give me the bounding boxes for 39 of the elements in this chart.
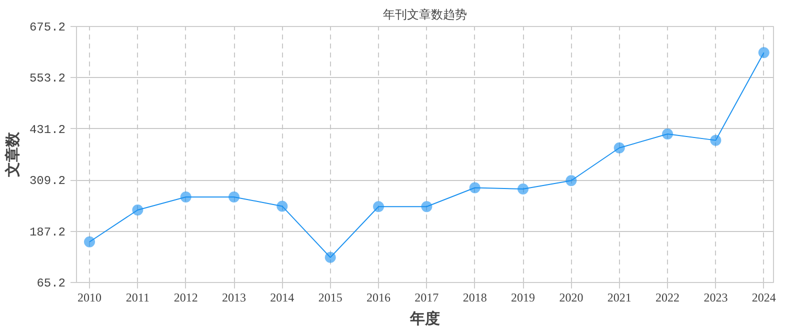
- x-tick-label: 2023: [704, 290, 728, 304]
- point: [84, 236, 96, 248]
- y-tick-label: 553.2: [29, 72, 66, 86]
- x-tick-label: 2014: [270, 290, 294, 304]
- point: [758, 47, 770, 58]
- x-tick-label: 2024: [752, 290, 776, 304]
- y-tick-label: 431.2: [29, 122, 66, 137]
- x-tick-label: 2019: [511, 290, 536, 304]
- x-tick-label: 2021: [607, 290, 632, 304]
- point: [228, 191, 240, 202]
- x-tick-label: 2017: [414, 290, 439, 304]
- point: [614, 142, 625, 154]
- point: [180, 191, 192, 202]
- x-tick-label: 2010: [78, 290, 102, 304]
- point: [421, 201, 432, 212]
- x-tick-label: 2022: [656, 290, 680, 304]
- y-tick-label: 65.2: [36, 276, 66, 290]
- x-tick-label: 2020: [559, 290, 584, 304]
- chart-title: 年刊文章数趋势: [383, 8, 467, 22]
- point: [518, 184, 529, 194]
- y-tick-label: 309.2: [29, 174, 66, 188]
- point: [566, 175, 577, 186]
- point: [276, 200, 288, 212]
- y-tick-label: 675.2: [29, 20, 66, 34]
- x-axis-title: 年度: [409, 310, 440, 328]
- x-tick-label: 2012: [174, 290, 198, 304]
- point: [662, 128, 674, 140]
- point: [132, 204, 144, 216]
- x-tick-label: 2016: [366, 290, 391, 304]
- point: [710, 134, 722, 146]
- point: [324, 252, 336, 263]
- x-tick-label: 2015: [318, 290, 342, 304]
- x-tick-label: 2011: [126, 290, 150, 304]
- y-axis-title: 文章数: [3, 131, 22, 178]
- x-tick-label: 2018: [462, 290, 487, 304]
- point: [469, 182, 480, 194]
- point: [373, 201, 384, 212]
- y-tick-label: 187.2: [29, 225, 66, 240]
- x-tick-label: 2013: [222, 290, 246, 304]
